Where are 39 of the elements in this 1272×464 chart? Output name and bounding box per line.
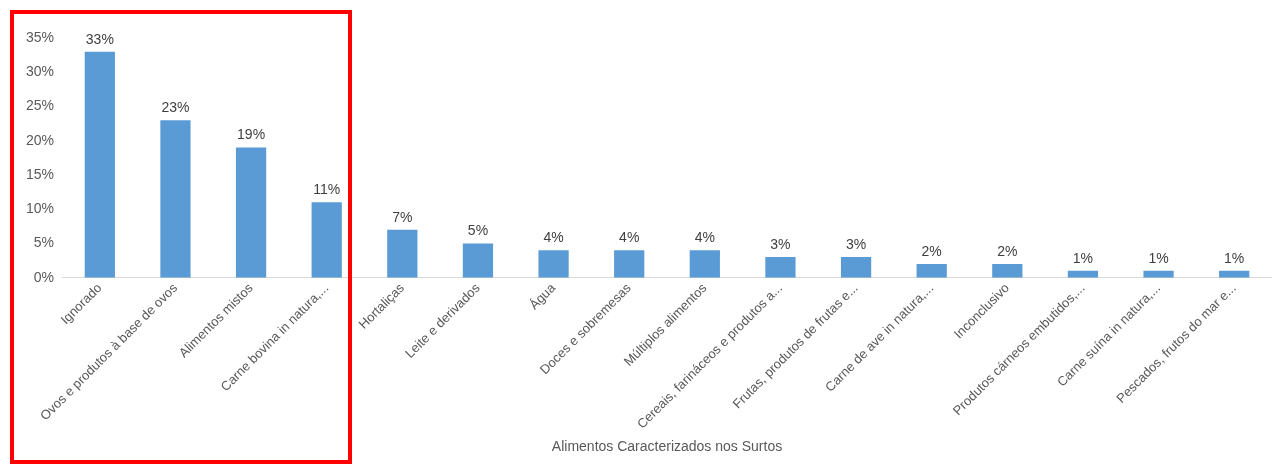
data-label: 33% bbox=[85, 30, 114, 47]
data-label: 2% bbox=[997, 242, 1018, 259]
bar bbox=[840, 257, 872, 278]
bar bbox=[387, 229, 418, 278]
bar bbox=[160, 120, 191, 278]
y-tick-label: 35% bbox=[25, 28, 55, 45]
bar bbox=[765, 257, 796, 278]
bar bbox=[311, 202, 342, 278]
y-tick-label: 15% bbox=[25, 165, 55, 182]
data-label: 1% bbox=[1224, 249, 1245, 266]
x-axis-title: Alimentos Caracterizados nos Surtos bbox=[551, 438, 783, 455]
y-tick-label: 30% bbox=[25, 63, 55, 80]
bar bbox=[235, 147, 267, 278]
y-tick-label: 10% bbox=[25, 200, 55, 217]
data-label: 4% bbox=[694, 229, 715, 246]
data-label: 19% bbox=[237, 126, 266, 143]
bar bbox=[614, 250, 645, 278]
bar bbox=[462, 243, 494, 278]
y-tick-label: 5% bbox=[33, 234, 55, 251]
data-label: 23% bbox=[161, 99, 190, 116]
bar bbox=[1143, 270, 1174, 278]
bar bbox=[84, 51, 115, 278]
data-label: 2% bbox=[921, 242, 942, 259]
data-label: 3% bbox=[770, 235, 791, 252]
data-label: 3% bbox=[845, 235, 867, 252]
data-label: 5% bbox=[467, 222, 489, 239]
y-tick-label: 20% bbox=[25, 131, 55, 148]
bar bbox=[916, 263, 947, 278]
data-label: 4% bbox=[543, 229, 564, 246]
data-label: 1% bbox=[1072, 249, 1094, 266]
data-label: 1% bbox=[1148, 249, 1169, 266]
data-label: 4% bbox=[619, 229, 640, 246]
y-tick-label: 25% bbox=[25, 97, 55, 114]
bar bbox=[689, 250, 720, 278]
bar bbox=[538, 250, 569, 278]
data-label: 11% bbox=[313, 181, 341, 198]
bar bbox=[992, 263, 1023, 278]
data-label: 7% bbox=[392, 208, 413, 225]
y-tick-label: 0% bbox=[33, 268, 55, 285]
